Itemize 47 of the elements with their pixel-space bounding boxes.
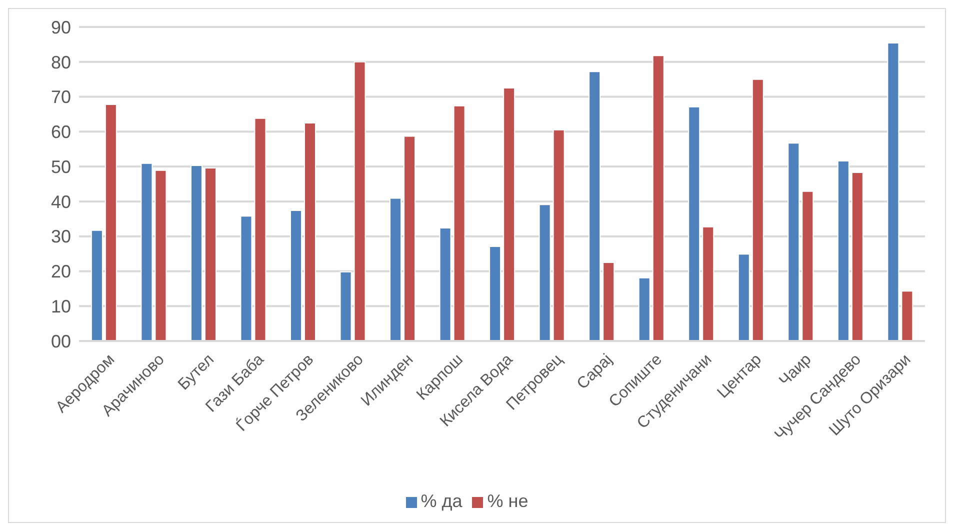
bar [154, 170, 167, 341]
bar [204, 167, 216, 341]
bar [688, 106, 700, 341]
bar [390, 198, 402, 341]
y-tick-label: 20 [50, 262, 71, 282]
bar [887, 42, 900, 341]
bar [788, 142, 800, 341]
y-tick-label: 30 [50, 226, 71, 247]
bar [104, 104, 117, 341]
bar [503, 88, 516, 341]
bar [439, 227, 452, 341]
bar [340, 271, 352, 341]
bar [140, 162, 153, 341]
bar [354, 61, 366, 341]
bar [304, 122, 316, 341]
y-tick-label: 80 [50, 52, 71, 72]
bar [652, 55, 664, 341]
bar [453, 105, 466, 341]
bar [552, 129, 565, 341]
legend-label: % да [420, 491, 462, 511]
legend-label: % не [487, 491, 528, 511]
bar [254, 118, 266, 341]
bar [90, 230, 103, 341]
bar [702, 226, 714, 341]
bar [489, 246, 502, 341]
bar [290, 210, 302, 341]
bar [588, 71, 601, 341]
bar [602, 262, 615, 341]
bar [190, 165, 202, 341]
y-tick-label: 40 [50, 192, 71, 212]
bar [738, 254, 750, 341]
y-tick-label: 70 [50, 87, 71, 108]
y-tick-label: 60 [50, 122, 71, 142]
y-tick-label: 10 [50, 296, 71, 316]
bar [638, 277, 650, 341]
bar [837, 160, 850, 341]
bar [752, 78, 764, 341]
bar [404, 136, 416, 341]
bar [851, 172, 864, 341]
y-tick-label: 50 [50, 156, 71, 177]
bar [538, 204, 551, 341]
y-tick-label: 90 [50, 17, 71, 38]
bar [240, 216, 252, 341]
bar [802, 190, 814, 341]
x-tick-label: Чаир [776, 351, 815, 390]
bar [901, 290, 914, 341]
y-tick-label: 00 [50, 331, 71, 352]
